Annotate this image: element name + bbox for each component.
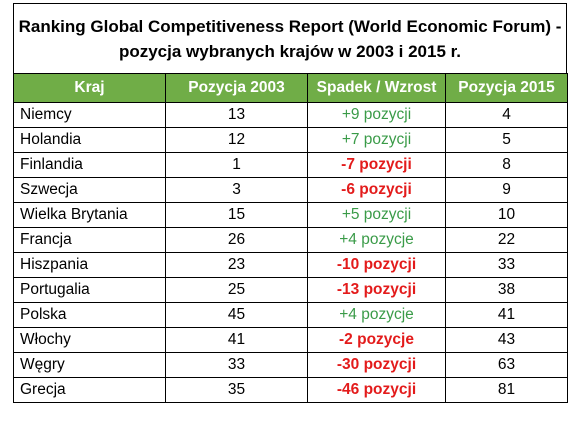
table-row: Szwecja 3 -6 pozycji 9	[13, 177, 568, 203]
ranking-table: Kraj Pozycja 2003 Spadek / Wzrost Pozycj…	[13, 73, 568, 403]
table-row: Portugalia 25 -13 pozycji 38	[13, 277, 568, 303]
table-row: Niemcy 13 +9 pozycji 4	[13, 102, 568, 128]
cell-spadek-wzrost: +4 pozycje	[307, 302, 446, 328]
cell-pozycja-2003: 1	[165, 152, 308, 178]
cell-pozycja-2003: 13	[165, 102, 308, 128]
title-box: Ranking Global Competitiveness Report (W…	[13, 3, 567, 73]
cell-spadek-wzrost: +7 pozycji	[307, 127, 446, 153]
cell-spadek-wzrost: -6 pozycji	[307, 177, 446, 203]
cell-kraj: Hiszpania	[13, 252, 166, 278]
cell-pozycja-2003: 26	[165, 227, 308, 253]
cell-pozycja-2015: 5	[445, 127, 568, 153]
table-row: Grecja 35 -46 pozycji 81	[13, 377, 568, 403]
cell-spadek-wzrost: -10 pozycji	[307, 252, 446, 278]
cell-pozycja-2015: 63	[445, 352, 568, 378]
cell-pozycja-2015: 9	[445, 177, 568, 203]
cell-pozycja-2003: 35	[165, 377, 308, 403]
cell-pozycja-2003: 41	[165, 327, 308, 353]
cell-kraj: Włochy	[13, 327, 166, 353]
title-line-2: pozycja wybranych krajów w 2003 i 2015 r…	[118, 41, 462, 61]
header-pozycja-2015: Pozycja 2015	[445, 73, 568, 103]
cell-pozycja-2015: 41	[445, 302, 568, 328]
cell-spadek-wzrost: +4 pozycje	[307, 227, 446, 253]
cell-spadek-wzrost: -46 pozycji	[307, 377, 446, 403]
cell-kraj: Holandia	[13, 127, 166, 153]
cell-pozycja-2015: 38	[445, 277, 568, 303]
table-row: Francja 26 +4 pozycje 22	[13, 227, 568, 253]
cell-pozycja-2003: 12	[165, 127, 308, 153]
cell-kraj: Węgry	[13, 352, 166, 378]
cell-pozycja-2015: 33	[445, 252, 568, 278]
cell-spadek-wzrost: -7 pozycji	[307, 152, 446, 178]
table-row: Hiszpania 23 -10 pozycji 33	[13, 252, 568, 278]
cell-kraj: Portugalia	[13, 277, 166, 303]
cell-pozycja-2003: 25	[165, 277, 308, 303]
cell-kraj: Grecja	[13, 377, 166, 403]
table-row: Węgry 33 -30 pozycji 63	[13, 352, 568, 378]
cell-spadek-wzrost: -30 pozycji	[307, 352, 446, 378]
cell-kraj: Polska	[13, 302, 166, 328]
cell-kraj: Finlandia	[13, 152, 166, 178]
header-kraj: Kraj	[13, 73, 166, 103]
cell-spadek-wzrost: +5 pozycji	[307, 202, 446, 228]
cell-kraj: Szwecja	[13, 177, 166, 203]
cell-pozycja-2003: 33	[165, 352, 308, 378]
cell-pozycja-2015: 10	[445, 202, 568, 228]
header-spadek-wzrost: Spadek / Wzrost	[307, 73, 446, 103]
cell-pozycja-2003: 45	[165, 302, 308, 328]
table-body: Niemcy 13 +9 pozycji 4 Holandia 12 +7 pozycji 5…	[13, 102, 568, 403]
cell-pozycja-2015: 8	[445, 152, 568, 178]
cell-spadek-wzrost: -13 pozycji	[307, 277, 446, 303]
table-row: Holandia 12 +7 pozycji 5	[13, 127, 568, 153]
cell-pozycja-2003: 3	[165, 177, 308, 203]
cell-pozycja-2015: 43	[445, 327, 568, 353]
cell-spadek-wzrost: -2 pozycje	[307, 327, 446, 353]
header-pozycja-2003: Pozycja 2003	[165, 73, 308, 103]
cell-pozycja-2003: 15	[165, 202, 308, 228]
cell-kraj: Wielka Brytania	[13, 202, 166, 228]
title-line-1: Ranking Global Competitiveness Report (W…	[18, 16, 562, 36]
cell-pozycja-2015: 81	[445, 377, 568, 403]
cell-spadek-wzrost: +9 pozycji	[307, 102, 446, 128]
cell-pozycja-2015: 22	[445, 227, 568, 253]
table-row: Finlandia 1 -7 pozycji 8	[13, 152, 568, 178]
table-row: Włochy 41 -2 pozycje 43	[13, 327, 568, 353]
cell-kraj: Francja	[13, 227, 166, 253]
table-row: Wielka Brytania 15 +5 pozycji 10	[13, 202, 568, 228]
cell-pozycja-2003: 23	[165, 252, 308, 278]
cell-pozycja-2015: 4	[445, 102, 568, 128]
table-row: Polska 45 +4 pozycje 41	[13, 302, 568, 328]
table-header-row: Kraj Pozycja 2003 Spadek / Wzrost Pozycj…	[13, 73, 568, 103]
cell-kraj: Niemcy	[13, 102, 166, 128]
